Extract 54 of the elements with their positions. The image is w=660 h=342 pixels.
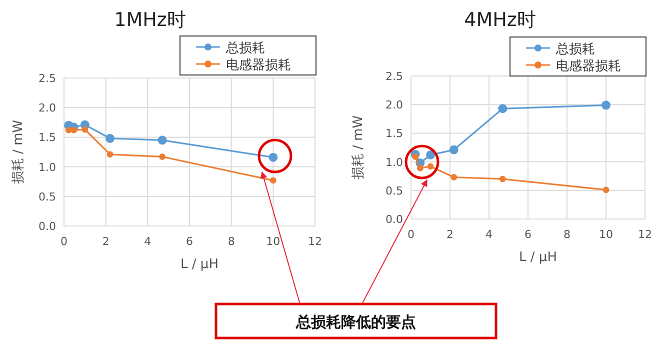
- point: [602, 100, 610, 110]
- x-tick-label: 8: [564, 228, 570, 241]
- point: [106, 151, 114, 158]
- y-tick-label: 1.5: [386, 127, 403, 140]
- y-tick-label: 1.0: [38, 160, 56, 174]
- chart-title: 4MHz时: [464, 9, 536, 31]
- x-tick-label: 6: [186, 235, 193, 248]
- y-tick-label: 1.0: [386, 156, 403, 169]
- y-tick-label: 2.5: [386, 70, 403, 83]
- x-tick-label: 0: [60, 235, 68, 248]
- x-tick-label: 2: [102, 235, 110, 248]
- point: [427, 163, 434, 170]
- point: [270, 177, 276, 184]
- y-tick-label: 0.0: [386, 213, 403, 226]
- point: [426, 150, 435, 160]
- x-tick-label: 2: [446, 228, 454, 241]
- point: [106, 134, 115, 143]
- y-axis-title: 损耗 / mW: [11, 120, 26, 184]
- legend-label: 电感器损耗: [556, 59, 621, 74]
- y-tick-label: 0.0: [38, 220, 56, 233]
- x-axis-title: L / μH: [180, 257, 218, 272]
- point: [450, 174, 458, 180]
- point: [70, 126, 78, 134]
- y-tick-label: 2.0: [38, 102, 56, 115]
- y-tick-label: 1.5: [38, 131, 56, 144]
- x-tick-label: 10: [266, 235, 280, 248]
- x-tick-label: 0: [408, 228, 414, 241]
- x-tick-label: 10: [599, 228, 613, 241]
- y-tick-label: 0.5: [386, 184, 403, 198]
- point: [159, 154, 166, 160]
- x-tick-label: 4: [486, 228, 492, 241]
- point: [412, 153, 418, 160]
- legend-label: 电感器损耗: [226, 58, 291, 73]
- y-tick-label: 2.0: [386, 98, 403, 112]
- point: [449, 145, 458, 154]
- y-tick-label: 2.5: [38, 72, 56, 85]
- legend-label: 总损耗: [225, 41, 265, 56]
- point: [602, 186, 610, 194]
- x-tick-label: 8: [228, 235, 235, 248]
- point: [158, 136, 167, 145]
- point: [499, 176, 506, 182]
- text: 总损耗降低的要点: [295, 313, 416, 331]
- x-tick-label: 12: [308, 235, 322, 248]
- legend-label: 总损耗: [555, 42, 595, 57]
- y-axis-title: 损耗 / mW: [351, 115, 366, 180]
- x-tick-label: 4: [144, 235, 152, 248]
- x-tick-label: 12: [638, 228, 652, 241]
- y-tick-label: 0.5: [38, 190, 56, 204]
- point: [416, 164, 424, 172]
- chart-title: 1MHz时: [114, 9, 186, 31]
- x-axis-title: L / μH: [519, 250, 557, 265]
- point: [82, 126, 88, 133]
- x-tick-label: 6: [524, 228, 532, 241]
- point: [498, 104, 508, 114]
